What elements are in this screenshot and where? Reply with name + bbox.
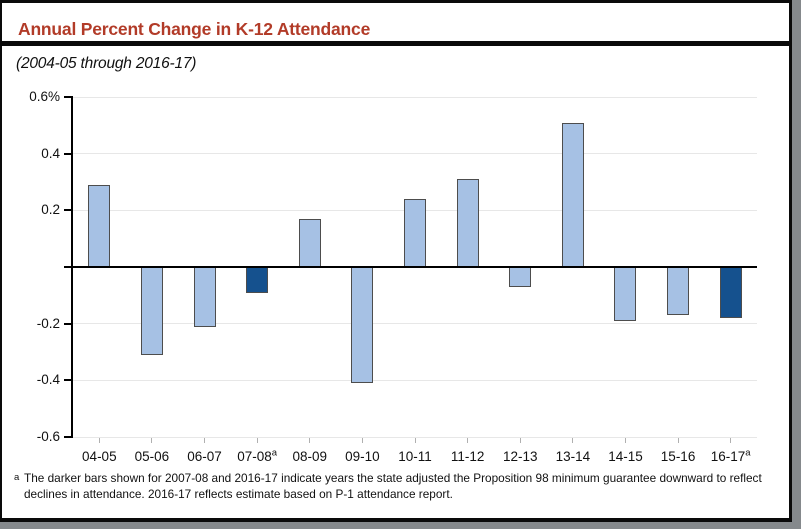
bar-09-10	[351, 267, 374, 384]
x-axis-label-06-07: 06-07	[187, 449, 222, 464]
x-axis-tick-07-08	[256, 438, 258, 443]
x-axis-tick-12-13	[519, 438, 521, 443]
gridline--0.4	[73, 379, 757, 381]
footnote-text: The darker bars shown for 2007-08 and 20…	[24, 471, 792, 502]
x-axis-label-12-13: 12-13	[502, 449, 538, 464]
x-axis-label-09-10: 09-10	[345, 449, 380, 464]
x-axis-tick-05-06	[151, 438, 153, 443]
x-axis-label-04-05: 04-05	[82, 449, 117, 464]
chart-panel	[0, 0, 792, 522]
y-axis-label--0.4: -0.4	[36, 372, 60, 388]
x-axis-tick-04-05	[98, 438, 100, 443]
bar-08-09	[298, 218, 321, 267]
y-axis-tick--0.2	[64, 322, 73, 325]
bar-06-07	[193, 267, 216, 327]
zero-axis-line	[64, 265, 757, 269]
y-axis-label-0.4: 0.4	[41, 145, 60, 161]
y-axis-label-0.2: 0.2	[41, 202, 60, 218]
bar-04-05	[88, 184, 111, 267]
gridline--0.2	[73, 323, 757, 325]
x-axis-label-15-16: 15-16	[660, 449, 696, 464]
y-axis-tick-0.4	[64, 152, 73, 155]
bar-14-15	[614, 267, 637, 321]
x-axis-label-11-12: 11-12	[450, 449, 485, 464]
x-axis-label-13-14: 13-14	[555, 449, 591, 464]
y-axis-label-0.6%: 0.6%	[29, 89, 60, 104]
gridline-0.6%	[73, 96, 757, 98]
x-axis-label-14-15: 14-15	[608, 449, 643, 464]
bar-12-13	[509, 267, 532, 287]
footnote-marker: a	[14, 472, 20, 483]
x-axis-label-05-06: 05-06	[134, 449, 170, 464]
bar-11-12	[456, 179, 479, 267]
y-axis-label--0.6: -0.6	[36, 429, 60, 444]
x-axis-tick-16-17	[730, 438, 732, 443]
footnote-ref-icon: a	[745, 447, 751, 459]
title-divider	[2, 41, 789, 46]
bar-07-08	[246, 267, 269, 293]
y-axis-tick-0.2	[64, 209, 73, 212]
footnote: a The darker bars shown for 2007-08 and …	[14, 471, 792, 502]
footnote-ref-icon: a	[271, 447, 278, 459]
gridline--0.6	[73, 436, 757, 438]
x-axis-label-07-08: 07-08a	[237, 447, 278, 464]
x-axis-label-10-11: 10-11	[398, 449, 432, 464]
x-axis-tick-11-12	[467, 438, 469, 443]
x-axis-tick-09-10	[361, 438, 363, 443]
bar-13-14	[561, 122, 584, 267]
footnote-line-2: declines in attendance. 2016-17 reflects…	[24, 486, 453, 501]
chart-subtitle: (2004-05 through 2016-17)	[16, 55, 197, 72]
bar-16-17	[719, 267, 742, 318]
x-axis-tick-08-09	[309, 438, 311, 443]
bar-05-06	[140, 267, 163, 355]
y-axis-label--0.2: -0.2	[36, 315, 60, 331]
bar-15-16	[667, 267, 690, 316]
x-axis-tick-10-11	[414, 438, 416, 443]
x-axis-tick-06-07	[204, 438, 206, 443]
y-axis-tick-0.6%	[64, 96, 73, 98]
bar-chart-plot: 0.6% 0.4 0.2 -0.2 -0.4 -0.6 04-05 05-06 06-07 07-…	[29, 89, 757, 464]
x-axis-tick-14-15	[624, 438, 626, 443]
x-axis-label-08-09: 08-09	[292, 449, 328, 464]
footnote-line-1: The darker bars shown for 2007-08 and 20…	[24, 471, 762, 485]
x-axis-tick-15-16	[677, 438, 679, 443]
bar-10-11	[404, 199, 426, 267]
gridline-0.4	[73, 153, 757, 155]
y-axis-tick--0.6	[64, 436, 73, 438]
y-axis-tick--0.4	[64, 379, 73, 382]
x-axis-label-16-17: 16-17a	[710, 447, 751, 464]
x-axis-tick-13-14	[572, 438, 574, 443]
page-title: Annual Percent Change in K-12 Attendance	[18, 19, 371, 39]
